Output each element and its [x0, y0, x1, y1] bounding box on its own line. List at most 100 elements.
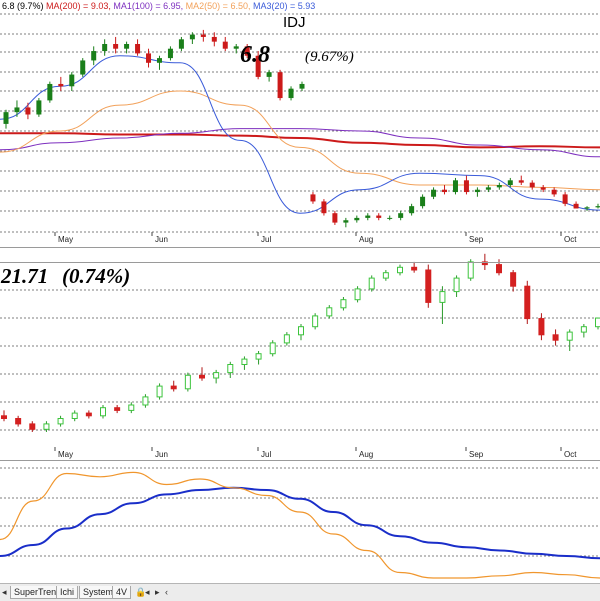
price-candle-body — [135, 44, 140, 53]
index-candle-body — [200, 375, 205, 378]
index-candle-body — [596, 318, 600, 327]
index-candle-body — [426, 270, 431, 302]
price-candle-body — [321, 201, 326, 213]
price-candle-body — [14, 107, 19, 112]
index-candle-body — [299, 327, 304, 335]
month-label: Oct — [564, 235, 577, 244]
pane-divider — [0, 247, 600, 248]
index-candle-body — [539, 319, 544, 335]
legend-ma20: MA3(20) = 5.93 — [253, 1, 315, 11]
price-change: (9.67%) — [305, 49, 354, 66]
index-candle-body — [86, 413, 91, 416]
price-candle-body — [36, 100, 41, 114]
price-candle-body — [157, 58, 162, 63]
price-candle-body — [585, 207, 590, 208]
pane-divider — [0, 460, 600, 461]
index-change: (0.74%) — [62, 264, 130, 289]
index-candle-body — [412, 267, 417, 270]
month-label: Oct — [564, 450, 577, 459]
index-candle-body — [497, 265, 502, 273]
price-candle-body — [431, 190, 436, 197]
index-candle-body — [185, 375, 190, 389]
price-candle-body — [91, 51, 96, 60]
month-label: Jul — [261, 450, 271, 459]
bottom-tab-bar: ◂ SuperTrend Ichi System 4V 🔒 ◂ ▸ ‹ — [0, 583, 600, 601]
price-candle-body — [387, 218, 392, 219]
scroll-right-icon[interactable]: ▸ — [155, 586, 160, 598]
index-candle-body — [270, 343, 275, 354]
price-candle-body — [300, 84, 305, 89]
index-candle-body — [313, 316, 318, 327]
indicator-orange-line — [0, 472, 600, 578]
month-label: Sep — [469, 450, 484, 459]
legend-ma100: MA1(100) = 6.95, — [113, 1, 183, 11]
price-candle-body — [376, 216, 381, 218]
price-candle-body — [519, 180, 524, 182]
tab-4v[interactable]: 4V — [112, 586, 131, 599]
collapse-icon[interactable]: ‹ — [165, 586, 168, 598]
price-candle-body — [508, 180, 513, 185]
price-candle-body — [4, 112, 9, 124]
index-candle-body — [284, 335, 289, 343]
index-candle-body — [525, 286, 530, 318]
index-candle-body — [369, 278, 374, 289]
indicator-blue-line — [0, 488, 600, 558]
index-candle-body — [228, 365, 233, 373]
index-candle-body — [58, 419, 63, 424]
index-candle-body — [327, 308, 332, 316]
index-candle-body — [242, 359, 247, 364]
price-candle-body — [343, 220, 348, 222]
price-candle-body — [398, 213, 403, 218]
price-candle-body — [563, 194, 568, 203]
price-candle-body — [168, 49, 173, 58]
index-candle-body — [101, 408, 106, 416]
month-label: Jul — [261, 235, 271, 244]
index-candle-body — [129, 405, 134, 410]
price-candle-body — [58, 84, 63, 86]
price-candle-body — [464, 180, 469, 192]
scroll-left-end-icon[interactable]: ◂ — [145, 586, 150, 598]
price-candle-body — [574, 204, 579, 209]
index-candle-body — [383, 273, 388, 278]
price-candle-body — [201, 35, 206, 37]
index-candle-body — [468, 262, 473, 278]
tab-ichi[interactable]: Ichi — [56, 586, 78, 599]
price-candle-body — [102, 44, 107, 51]
price-candle-body — [310, 194, 315, 201]
index-candle-body — [115, 408, 120, 411]
index-candle-body — [44, 424, 49, 429]
price-candle-body — [69, 75, 74, 87]
index-candle-body — [214, 373, 219, 378]
index-candle-body — [398, 267, 403, 272]
price-candle-body — [25, 107, 30, 114]
index-value: 21.71 — [1, 264, 48, 289]
last-price: 6.8 — [240, 42, 270, 69]
month-label: Sep — [469, 235, 484, 244]
index-candle-body — [171, 386, 176, 389]
price-candle-body — [409, 206, 414, 213]
index-candle-body — [355, 289, 360, 300]
price-candle-body — [124, 44, 129, 49]
pane-divider — [0, 262, 600, 263]
index-candle-body — [30, 424, 35, 429]
month-label: Jun — [155, 235, 168, 244]
index-candle-body — [256, 354, 261, 359]
price-candle-body — [354, 218, 359, 220]
price-candle-body — [267, 72, 272, 77]
price-candle-body — [497, 185, 502, 187]
index-candle-body — [567, 332, 572, 340]
ma100-line — [0, 129, 600, 157]
index-candle-body — [511, 273, 516, 287]
symbol-label: IDJ — [283, 14, 306, 31]
indicator-lines — [0, 472, 600, 578]
price-candle-body — [113, 44, 118, 49]
legend-ma50: MA2(50) = 6.50, — [186, 1, 251, 11]
scroll-left-icon[interactable]: ◂ — [2, 586, 7, 598]
price-candle-body — [365, 216, 370, 218]
price-candle-body — [596, 206, 600, 207]
month-label: May — [58, 450, 73, 459]
price-candle-body — [453, 180, 458, 192]
index-candle-body — [454, 278, 459, 292]
price-candle-body — [552, 190, 557, 195]
